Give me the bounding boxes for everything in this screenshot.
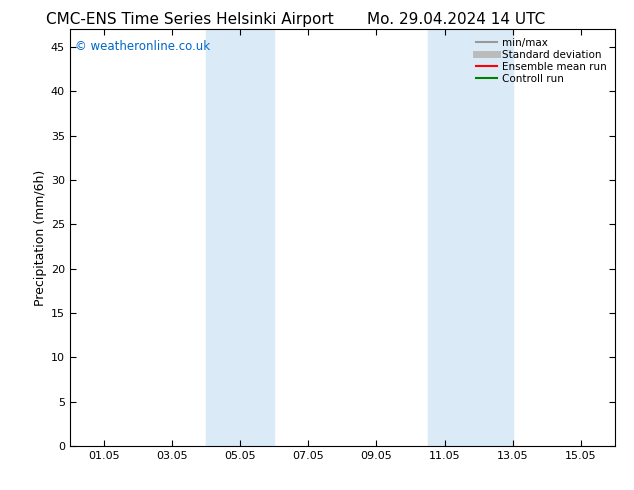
Y-axis label: Precipitation (mm/6h): Precipitation (mm/6h) — [34, 170, 46, 306]
Legend: min/max, Standard deviation, Ensemble mean run, Controll run: min/max, Standard deviation, Ensemble me… — [473, 35, 610, 87]
Text: Mo. 29.04.2024 14 UTC: Mo. 29.04.2024 14 UTC — [367, 12, 546, 27]
Text: CMC-ENS Time Series Helsinki Airport: CMC-ENS Time Series Helsinki Airport — [46, 12, 334, 27]
Text: © weatheronline.co.uk: © weatheronline.co.uk — [75, 40, 210, 53]
Bar — [206, 29, 275, 446]
Bar — [427, 29, 513, 446]
